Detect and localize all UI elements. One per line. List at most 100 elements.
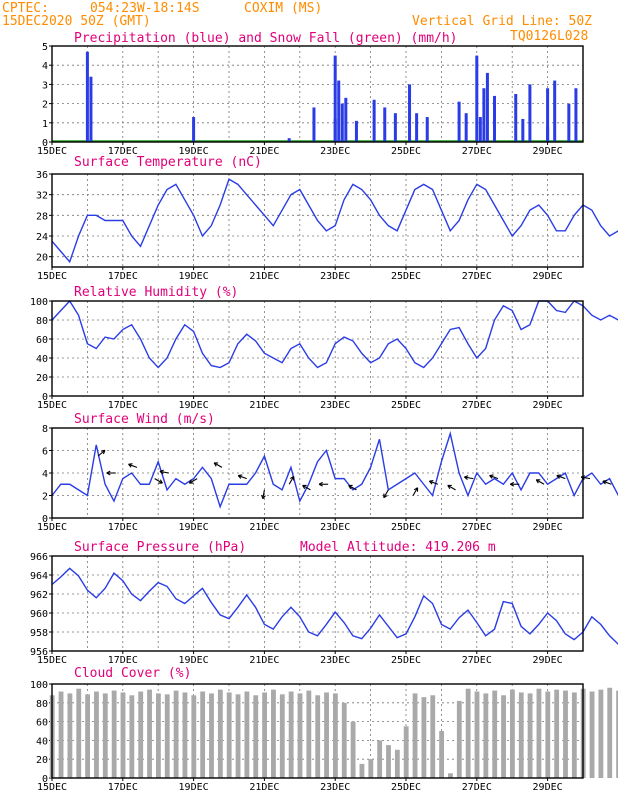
panel-frame <box>51 683 584 779</box>
cloud-bar <box>324 692 329 778</box>
panel-pressure: Surface Pressure (hPa) Model Altitude: 41… <box>30 540 618 666</box>
cloud-bar <box>430 695 436 778</box>
y-tick-label: 956 <box>30 647 48 658</box>
precip-bar <box>354 120 358 142</box>
cloud-bar <box>536 688 542 778</box>
cloud-bar <box>200 691 206 778</box>
precip-bar <box>546 88 550 142</box>
cloud-bar <box>377 740 383 778</box>
wind-arrow-head <box>318 481 323 485</box>
wind-arrow-head <box>289 475 294 480</box>
wind-arrow-shaft <box>383 489 389 498</box>
cloud-bar <box>244 691 250 778</box>
precip-bar <box>89 76 93 142</box>
x-tick-label: 15DEC <box>37 655 67 666</box>
cloud-bar <box>76 688 82 778</box>
cloud-bar <box>120 692 126 778</box>
cloud-bar <box>571 692 577 778</box>
cloud-bar <box>421 697 427 778</box>
wind-arrow-head <box>464 476 468 480</box>
wind-arrow <box>412 487 419 496</box>
panel-humidity: Relative Humidity (%) 0 20 40 60 80 100 15DEC 17… <box>30 285 618 411</box>
y-tick-label: 966 <box>30 552 48 563</box>
wind-arrow-head <box>489 474 494 477</box>
x-tick-label: 15DEC <box>37 522 67 533</box>
wind-arrow-shaft <box>262 489 265 499</box>
wind-arrow-shaft <box>556 475 566 480</box>
x-tick-label: 23DEC <box>320 400 350 411</box>
wind-arrow-shaft <box>447 484 456 491</box>
cloud-bar <box>191 695 197 778</box>
cloud-bar <box>288 691 294 778</box>
wind-arrow-head <box>237 475 242 479</box>
y-tick-label: 4 <box>42 469 48 480</box>
y-tick-label: 4 <box>42 61 48 72</box>
wind-arrow-head <box>238 474 243 477</box>
x-tick-label: 23DEC <box>320 271 350 282</box>
wind-arrow-head <box>262 495 266 500</box>
y-tick-label: 40 <box>36 354 48 365</box>
cloud-bar <box>589 691 595 778</box>
wind-arrow <box>318 481 329 487</box>
precip-bar <box>521 118 525 142</box>
x-tick-label: 19DEC <box>179 400 209 411</box>
wind-arrow-head <box>128 463 132 468</box>
cloud-bar <box>297 693 303 778</box>
wind-arrow <box>159 469 169 475</box>
panel-title-pressure: Surface Pressure (hPa) <box>74 540 246 555</box>
wind-arrow <box>213 462 223 468</box>
wind-arrow-head <box>188 479 192 484</box>
wind-arrow <box>154 478 163 484</box>
wind-arrow-shaft <box>602 480 612 485</box>
wind-arrow-head <box>128 463 133 465</box>
x-tick-label: 19DEC <box>179 522 209 533</box>
x-tick-label: 17DEC <box>108 782 138 793</box>
cloud-bar <box>271 689 276 778</box>
cloud-bar <box>217 689 223 778</box>
cloud-bar <box>492 690 498 778</box>
wind-arrow-shaft <box>348 484 357 491</box>
precip-bar <box>344 97 348 142</box>
wind-arrow-head <box>261 494 264 499</box>
wind-arrow-head <box>510 481 515 485</box>
wind-arrow <box>237 474 247 480</box>
x-tick-label: 21DEC <box>249 146 279 157</box>
wind-arrow-head <box>213 462 217 467</box>
precip-bar <box>493 95 496 142</box>
cloud-bar <box>386 745 391 778</box>
wind-arrow-head <box>106 470 111 474</box>
wind-arrow <box>535 479 545 485</box>
cloud-bar <box>129 695 135 778</box>
x-tick-label: 21DEC <box>249 655 279 666</box>
y-tick-label: 0 <box>42 138 48 149</box>
x-tick-label: 17DEC <box>108 146 138 157</box>
cloud-bar <box>279 694 285 778</box>
cloud-bar <box>448 773 453 778</box>
precip-bar <box>337 80 341 142</box>
wind-arrow-head <box>383 495 388 499</box>
cloud-bar <box>554 689 560 778</box>
y-tick-label: 40 <box>36 736 48 747</box>
wind-arrow <box>489 474 499 480</box>
cloud-bar <box>306 690 312 778</box>
wind-arrow-head <box>159 479 163 484</box>
precip-bar <box>574 88 578 142</box>
precip-bar <box>408 84 412 142</box>
cloud-bar <box>598 689 604 778</box>
wind-arrow-shaft <box>189 478 198 484</box>
precip-bar <box>528 84 532 142</box>
x-tick-label: 23DEC <box>320 782 350 793</box>
panel-frame <box>51 45 584 143</box>
header-coords: 054:23W-18:14S <box>90 1 200 16</box>
cloud-bar <box>262 692 268 778</box>
wind-arrow <box>383 489 389 499</box>
y-tick-label: 5 <box>42 42 48 53</box>
cloud-bar <box>616 690 618 778</box>
x-tick-label: 29DEC <box>533 782 563 793</box>
wind-arrow-shaft <box>159 470 169 474</box>
x-tick-label: 21DEC <box>249 271 279 282</box>
precip-bar <box>340 103 344 142</box>
wind-arrow <box>348 484 357 491</box>
y-tick-label: 2 <box>42 100 48 111</box>
